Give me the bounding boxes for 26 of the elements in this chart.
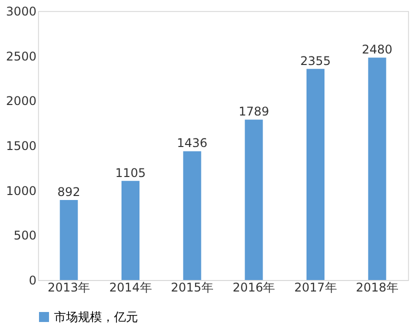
data-label: 2355 <box>300 54 331 68</box>
data-label: 1105 <box>115 166 146 180</box>
bar <box>306 68 324 280</box>
data-label: 2480 <box>362 42 392 57</box>
bar <box>244 120 263 280</box>
bar <box>368 58 386 280</box>
data-label: 1436 <box>176 136 208 150</box>
y-tick-label: 1500 <box>6 139 36 153</box>
bar <box>183 151 202 280</box>
data-label: 1789 <box>238 104 270 119</box>
x-tick-label: 2014年 <box>109 280 152 294</box>
bar <box>60 200 78 280</box>
y-tick-label: 0 <box>28 274 36 288</box>
y-tick-label: 500 <box>14 228 36 243</box>
x-tick-label: 2016年 <box>232 280 276 294</box>
data-label: 892 <box>57 185 80 200</box>
y-tick-label: 1000 <box>6 184 36 198</box>
y-tick-label: 3000 <box>6 4 36 18</box>
legend-label: 市场规模，亿元 <box>54 310 138 324</box>
x-tick-label: 2015年 <box>170 280 214 294</box>
x-tick-label: 2017年 <box>294 280 337 294</box>
y-tick-label: 2500 <box>6 49 36 64</box>
y-tick-label: 2000 <box>6 94 36 108</box>
x-tick-label: 2013年 <box>48 280 90 294</box>
x-tick-label: 2018年 <box>356 280 398 294</box>
bar <box>122 180 140 280</box>
